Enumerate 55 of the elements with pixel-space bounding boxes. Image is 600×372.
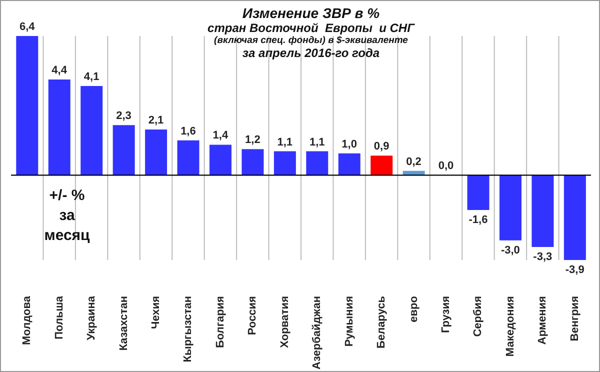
chart-title: Изменение ЗВР в %: [241, 5, 381, 21]
x-tick-label: Грузия: [440, 296, 452, 334]
x-tick-label: Армения: [536, 296, 549, 345]
bar: [338, 153, 360, 176]
bar: [16, 36, 38, 176]
bar: [274, 151, 296, 176]
data-label: 1,4: [212, 130, 229, 142]
x-tick-label: Казахстан: [118, 296, 130, 351]
data-label: 2,1: [148, 114, 164, 127]
data-label: 4,4: [52, 64, 68, 76]
x-tick-label: Беларусь: [376, 296, 388, 348]
data-label: -3,9: [565, 264, 584, 276]
bar: [209, 144, 232, 176]
x-tick-label: Молдова: [21, 295, 34, 346]
x-tick-label: Украина: [86, 295, 98, 340]
x-tick-label: Азербайджан: [311, 296, 324, 370]
x-tick-label: евро: [408, 296, 420, 322]
chart-subtitle: стран Восточной Европы и СНГ (включая спец. фонды) в $-эквиваленте за апрель 2016-го года: [206, 21, 416, 60]
x-tick-label: Венгрия: [568, 296, 581, 342]
data-label: 1,1: [309, 136, 325, 148]
annotation: +/- % за месяц: [43, 186, 91, 246]
data-label: 6,4: [19, 21, 36, 33]
data-label: 4,1: [84, 71, 100, 84]
data-label: 2,3: [116, 110, 132, 122]
x-tick-label: Сербия: [472, 296, 484, 337]
data-label: 1,6: [180, 125, 196, 138]
x-tick-label: Румыния: [343, 296, 356, 347]
x-tick-label: Болгария: [214, 296, 226, 348]
x-tick-label: Польша: [53, 295, 66, 340]
data-label: 1,1: [277, 136, 293, 148]
bar: [564, 175, 586, 260]
data-label: 1,0: [342, 138, 357, 150]
bar: [499, 175, 522, 240]
data-label: -1,6: [468, 214, 488, 226]
bar: [532, 175, 554, 247]
bar: [48, 79, 70, 176]
bar: [80, 86, 103, 176]
data-label: -3,0: [500, 244, 520, 256]
data-label: 1,2: [245, 134, 260, 146]
bar: [177, 140, 200, 176]
x-tick-label: Хорватия: [278, 296, 291, 348]
bar: [306, 151, 328, 176]
bar: [467, 175, 490, 210]
bar: [370, 156, 393, 176]
x-tick-label: Россия: [246, 296, 259, 336]
bar: [112, 125, 135, 176]
data-label: 0,9: [374, 140, 390, 153]
bar: [242, 149, 264, 176]
data-label: -3,3: [533, 250, 552, 263]
x-tick-label: Македония: [504, 296, 516, 357]
x-tick-label: Кыргызстан: [182, 296, 194, 362]
bar: [145, 130, 168, 176]
data-label: 0,2: [406, 156, 422, 168]
data-label: 0,0: [438, 160, 454, 172]
x-tick-label: Чехия: [150, 296, 162, 329]
